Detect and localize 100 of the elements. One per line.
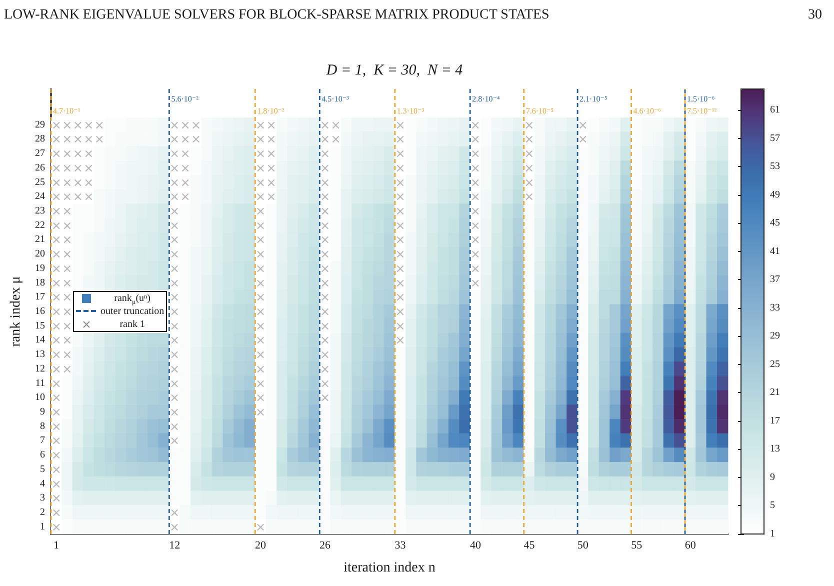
x-tick-label: 55 (631, 540, 643, 552)
data-label: × (62, 261, 72, 276)
data-label: × (170, 390, 180, 405)
x-tick-label: 60 (684, 540, 696, 552)
data-label: × (170, 276, 180, 290)
data-label: × (51, 146, 62, 161)
data-label: × (62, 333, 72, 348)
data-label: × (578, 132, 588, 146)
data-label: × (84, 160, 94, 175)
data-label: × (62, 290, 72, 304)
ref-line-label: 2.8·10⁻⁴ (472, 94, 500, 104)
data-label: × (266, 175, 276, 190)
color-bar-label: 13 (770, 444, 780, 455)
data-label: × (62, 348, 72, 362)
color-bar-label: 53 (770, 161, 780, 172)
data-label: × (51, 491, 62, 506)
data-label: × (256, 261, 266, 276)
x-tick-label: 50 (577, 540, 589, 552)
data-label: × (320, 118, 330, 132)
y-tick-label: 25 (35, 176, 45, 188)
data-label: × (62, 118, 72, 132)
data-label: × (180, 190, 190, 204)
data-label: × (180, 146, 190, 161)
data-label: × (170, 304, 180, 318)
y-tick-label: 28 (35, 134, 45, 145)
y-tick-label: 21 (35, 234, 45, 246)
annotation: outer truncation (100, 306, 166, 317)
data-label: × (62, 304, 72, 318)
data-label: × (470, 175, 480, 190)
data-label: × (256, 218, 266, 232)
data-label: × (320, 304, 330, 318)
data-label: × (256, 290, 266, 304)
data-label: × (62, 146, 72, 161)
data-label: × (470, 190, 480, 204)
x-tick-label: 40 (470, 540, 482, 552)
chart-title: D = 1, K = 30, N = 4 (325, 62, 464, 78)
data-label: × (180, 175, 190, 190)
ref-line-label: 7.5·10⁻¹² (687, 106, 718, 116)
data-label: × (51, 476, 62, 491)
data-label: × (395, 232, 406, 247)
data-label: × (170, 348, 180, 362)
data-label: × (524, 132, 534, 146)
y-tick-label: 12 (35, 363, 45, 374)
data-label: × (320, 175, 330, 190)
y-tick-label: 11 (35, 378, 45, 389)
data-label: × (320, 362, 330, 376)
data-label: × (170, 505, 180, 520)
data-label: × (395, 204, 406, 218)
color-bar-label: 37 (770, 274, 780, 286)
y-tick-label: 10 (35, 392, 45, 404)
text: LOW-RANK EIGENVALUE SOLVERS FOR BLOCK-SPARSE MATRIX PRODUCT STATES (4, 8, 550, 22)
data-label: × (395, 175, 406, 190)
data-label: × (320, 146, 330, 161)
data-label: × (180, 118, 190, 132)
data-label: × (62, 160, 72, 175)
data-label: × (170, 362, 180, 376)
data-label: × (266, 190, 276, 204)
ref-line-label: 4.6·10⁻⁶ (633, 106, 662, 116)
data-label: × (170, 247, 180, 262)
data-label: × (72, 146, 83, 161)
data-label: × (51, 404, 62, 419)
data-label: × (180, 132, 190, 146)
color-bar-label: 33 (770, 302, 780, 314)
data-label: × (72, 118, 83, 132)
data-label: × (51, 290, 62, 304)
data-label: × (256, 232, 266, 247)
data-label: × (256, 146, 266, 161)
ref-line-label: 5.6·10⁻² (171, 94, 200, 104)
data-label: × (256, 204, 266, 218)
y-tick-label: 8 (40, 420, 45, 432)
data-label: × (470, 160, 480, 175)
y-tick-label: 23 (35, 206, 45, 217)
data-label: × (51, 232, 62, 247)
data-label: × (320, 190, 330, 204)
data-label: × (470, 276, 480, 290)
data-label: × (51, 218, 62, 232)
x-tick-label: 1 (54, 540, 60, 552)
data-label: × (395, 247, 406, 262)
data-label: × (72, 175, 83, 190)
data-label: × (84, 132, 94, 146)
data-label: × (51, 520, 62, 534)
data-label: × (320, 390, 330, 405)
ref-line-label: 4.7·10⁻¹ (53, 106, 81, 116)
annotation: rank 1 (118, 318, 146, 330)
data-label: × (170, 190, 180, 204)
data-label: × (84, 190, 94, 204)
data-label: × (84, 118, 94, 132)
data-label: × (72, 160, 83, 175)
data-label: × (51, 348, 62, 362)
x-tick-label: 26 (320, 540, 332, 552)
data-label: × (170, 376, 180, 390)
color-bar-label: 25 (770, 358, 780, 370)
data-label: × (320, 218, 330, 232)
data-label: × (470, 218, 480, 232)
data-label: × (170, 318, 180, 333)
data-label: × (170, 218, 180, 232)
data-label: × (320, 376, 330, 390)
data-label: × (51, 132, 62, 146)
data-label: × (170, 175, 180, 190)
data-label: × (395, 333, 406, 348)
